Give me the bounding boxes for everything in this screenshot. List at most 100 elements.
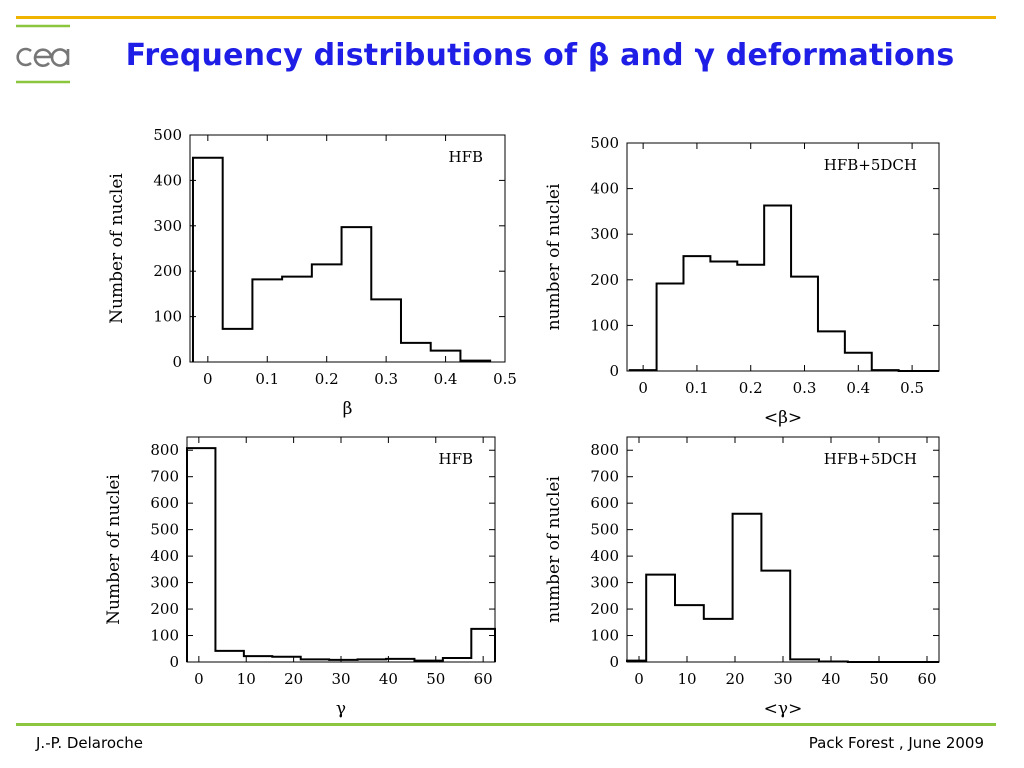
x-tick-label: 60 <box>917 670 936 688</box>
y-tick-label: 100 <box>590 627 619 645</box>
x-tick-label: 0 <box>203 370 213 388</box>
series-label: HFB <box>438 450 473 468</box>
x-tick-label: 0.1 <box>255 370 279 388</box>
x-tick-label: 60 <box>474 670 493 688</box>
histogram-bar <box>657 283 684 371</box>
y-tick-label: 100 <box>150 627 179 645</box>
x-tick-label: 0.4 <box>846 379 870 397</box>
histogram-bar <box>683 256 710 371</box>
x-axis-label: <γ> <box>764 699 803 719</box>
histogram-beta-hfb5dch: 0 100 200 300 400 500 0 0.1 0.2 0.3 0.4 0.5 HFB+5DCH… <box>544 134 940 428</box>
histogram-bar <box>710 262 737 371</box>
x-tick-label: 0.4 <box>434 370 458 388</box>
y-axis-label: Number of nuclei <box>104 474 124 625</box>
y-tick-label: 300 <box>590 225 619 243</box>
top-rule <box>16 16 996 19</box>
y-tick-label: 400 <box>153 171 182 189</box>
y-tick-label: 400 <box>590 547 619 565</box>
histogram-bar <box>646 575 675 662</box>
logo-mark <box>16 47 70 67</box>
x-tick-label: 0.1 <box>685 379 709 397</box>
series-label: HFB+5DCH <box>824 156 917 174</box>
histogram-outline <box>628 204 939 372</box>
y-tick-label: 600 <box>150 494 179 512</box>
y-axis-label: Number of nuclei <box>107 173 127 324</box>
y-tick-label: 200 <box>590 600 619 618</box>
histogram-bar <box>312 264 342 362</box>
histogram-bar <box>193 158 223 362</box>
y-tick-label: 700 <box>590 468 619 486</box>
histogram-bar <box>791 277 818 371</box>
y-tick-label: 200 <box>590 271 619 289</box>
x-tick-label: 0 <box>194 670 204 688</box>
series-label: HFB+5DCH <box>824 450 917 468</box>
series-label: HFB <box>448 148 483 166</box>
y-axis-label: number of nuclei <box>544 476 564 623</box>
plot-frame <box>626 142 940 372</box>
x-axis-label: β <box>343 399 353 419</box>
histogram-outline <box>626 512 939 663</box>
histogram-outline <box>191 156 492 362</box>
histogram-bar <box>401 343 431 362</box>
x-axis-label: γ <box>336 699 346 719</box>
x-tick-label: 0.5 <box>900 379 924 397</box>
histogram-bar <box>342 227 372 362</box>
y-tick-label: 0 <box>609 653 619 671</box>
histogram-bar <box>223 329 253 362</box>
y-tick-label: 500 <box>590 134 619 152</box>
histogram-gamma-hfb5dch: 0 100 200 300 400 500 600 700 800 0 10 20 30 40 50 60 HF… <box>544 436 940 719</box>
x-tick-label: 40 <box>821 670 840 688</box>
x-tick-label: 10 <box>237 670 256 688</box>
y-tick-label: 100 <box>590 316 619 334</box>
histogram-bar <box>737 265 764 371</box>
histogram-bar <box>761 571 790 662</box>
x-tick-label: 0.3 <box>793 379 817 397</box>
histogram-bar <box>675 605 704 662</box>
histogram-bar <box>818 331 845 371</box>
histogram-bar <box>187 448 215 662</box>
histogram-bar <box>764 205 791 371</box>
histogram-bar <box>371 299 401 362</box>
y-tick-label: 0 <box>169 653 179 671</box>
histogram-bar <box>282 277 312 362</box>
histogram-bar <box>704 619 733 662</box>
y-tick-label: 300 <box>150 574 179 592</box>
y-tick-label: 300 <box>590 574 619 592</box>
x-tick-label: 30 <box>773 670 792 688</box>
y-tick-label: 800 <box>590 441 619 459</box>
x-tick-label: 50 <box>426 670 445 688</box>
y-tick-label: 600 <box>590 494 619 512</box>
y-tick-label: 200 <box>153 262 182 280</box>
x-tick-label: 0.3 <box>374 370 398 388</box>
y-tick-label: 700 <box>150 468 179 486</box>
histogram-gamma-hfb: 0 100 200 300 400 500 600 700 800 0 10 20 30 40 50 60 HF… <box>104 436 496 719</box>
y-tick-label: 800 <box>150 441 179 459</box>
x-axis-label: <β> <box>764 408 802 428</box>
histogram-outline <box>186 447 496 662</box>
y-tick-label: 500 <box>153 126 182 144</box>
x-tick-label: 30 <box>331 670 350 688</box>
y-tick-label: 200 <box>150 600 179 618</box>
x-tick-label: 0.2 <box>315 370 339 388</box>
y-tick-label: 0 <box>609 362 619 380</box>
histogram-bar <box>215 651 243 662</box>
y-tick-label: 400 <box>590 180 619 198</box>
x-tick-label: 20 <box>725 670 744 688</box>
plot-frame <box>626 436 940 663</box>
plot-frame <box>186 436 496 663</box>
x-tick-label: 40 <box>379 670 398 688</box>
y-tick-label: 0 <box>172 353 182 371</box>
x-tick-label: 0.2 <box>739 379 763 397</box>
x-tick-label: 0 <box>638 379 648 397</box>
x-tick-label: 0 <box>634 670 644 688</box>
slide-title: Frequency distributions of β and γ defor… <box>125 38 955 73</box>
y-tick-label: 100 <box>153 308 182 326</box>
y-tick-label: 300 <box>153 217 182 235</box>
histogram-bar <box>733 514 762 662</box>
x-tick-label: 10 <box>677 670 696 688</box>
plot-frame <box>189 134 506 363</box>
cea-logo <box>16 24 70 84</box>
x-tick-label: 0.5 <box>493 370 517 388</box>
histogram-bar <box>252 279 282 362</box>
y-axis-label: number of nuclei <box>544 183 564 330</box>
